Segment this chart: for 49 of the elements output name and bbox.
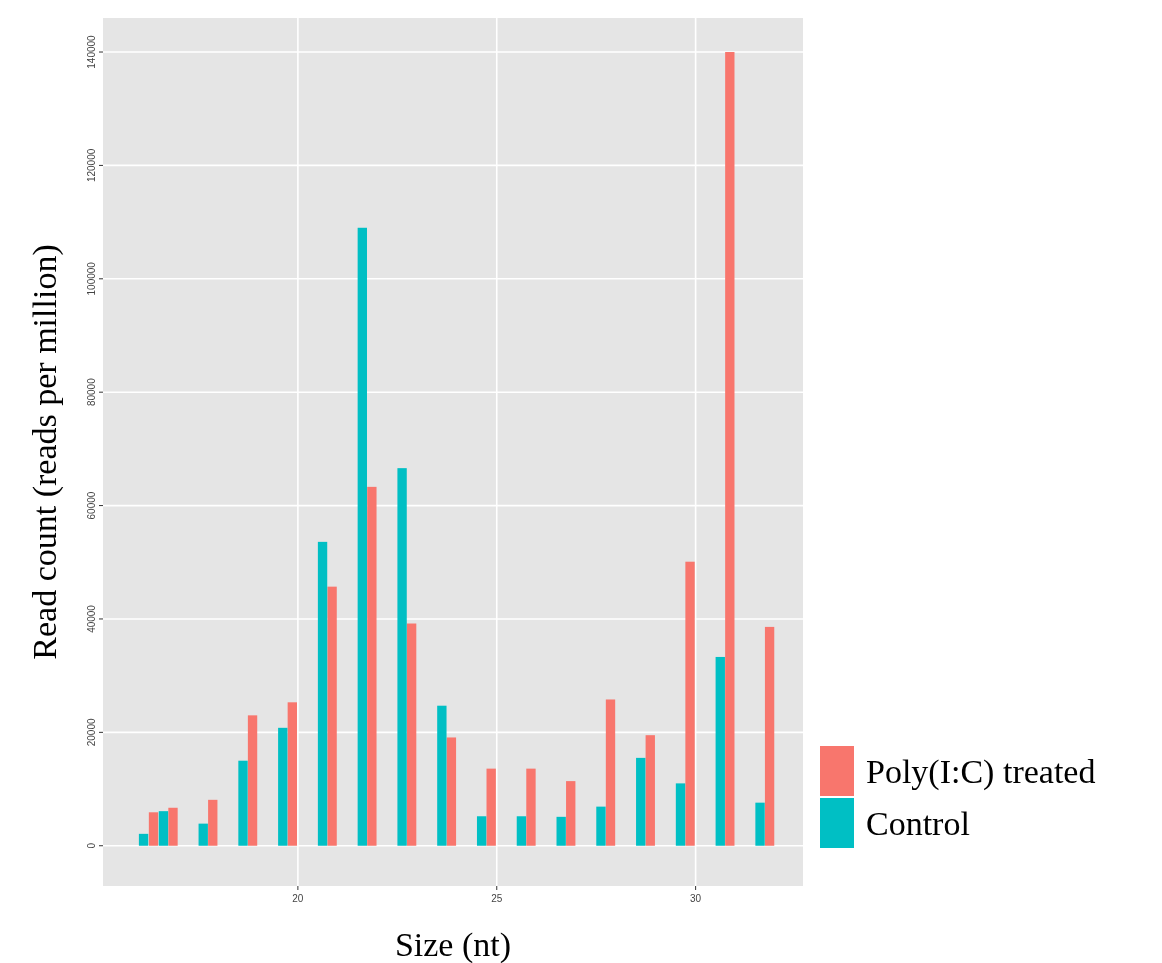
bar xyxy=(198,823,208,846)
bar xyxy=(755,802,765,846)
bar xyxy=(406,623,417,846)
bar xyxy=(247,715,258,846)
bar xyxy=(715,656,725,846)
bar xyxy=(168,807,178,846)
bar xyxy=(138,833,149,846)
bar xyxy=(486,768,496,846)
bar xyxy=(516,816,527,846)
bar xyxy=(148,812,159,846)
x-axis-title: Size (nt) xyxy=(394,926,512,963)
bar xyxy=(437,705,447,846)
legend-label: Poly(I:C) treated xyxy=(866,753,1096,791)
bar xyxy=(725,52,735,846)
bar xyxy=(278,727,288,846)
y-tick-label: 40000 xyxy=(86,604,97,633)
y-tick-label: 80000 xyxy=(86,377,97,407)
bar xyxy=(645,735,655,846)
y-axis-title: Read count (reads per million) xyxy=(26,244,64,660)
bar xyxy=(327,586,337,846)
bar xyxy=(636,757,646,846)
y-tick-label: 120000 xyxy=(86,148,97,183)
bar xyxy=(596,806,606,846)
bar xyxy=(446,737,457,846)
bar xyxy=(685,561,695,846)
y-tick-label: 60000 xyxy=(86,491,97,520)
bar xyxy=(357,227,367,846)
bar xyxy=(238,760,248,846)
bar xyxy=(764,626,775,846)
bar xyxy=(526,768,536,846)
legend-label: Control xyxy=(866,805,970,842)
y-tick-label: 100000 xyxy=(86,261,97,296)
bar xyxy=(367,486,377,846)
bar xyxy=(605,699,616,846)
bar xyxy=(476,816,487,846)
bar xyxy=(397,468,407,846)
bar xyxy=(287,702,297,846)
bar xyxy=(566,781,576,846)
x-tick-label: 30 xyxy=(690,893,702,904)
bar xyxy=(158,811,169,846)
bar xyxy=(675,783,686,846)
bar xyxy=(556,816,566,846)
y-tick-label: 20000 xyxy=(86,718,97,747)
x-tick-label: 25 xyxy=(491,893,503,904)
x-tick-label: 20 xyxy=(292,893,304,904)
bar xyxy=(317,541,328,846)
y-tick-label: 0 xyxy=(86,842,97,849)
y-tick-label: 140000 xyxy=(86,34,97,69)
bar xyxy=(208,799,218,846)
